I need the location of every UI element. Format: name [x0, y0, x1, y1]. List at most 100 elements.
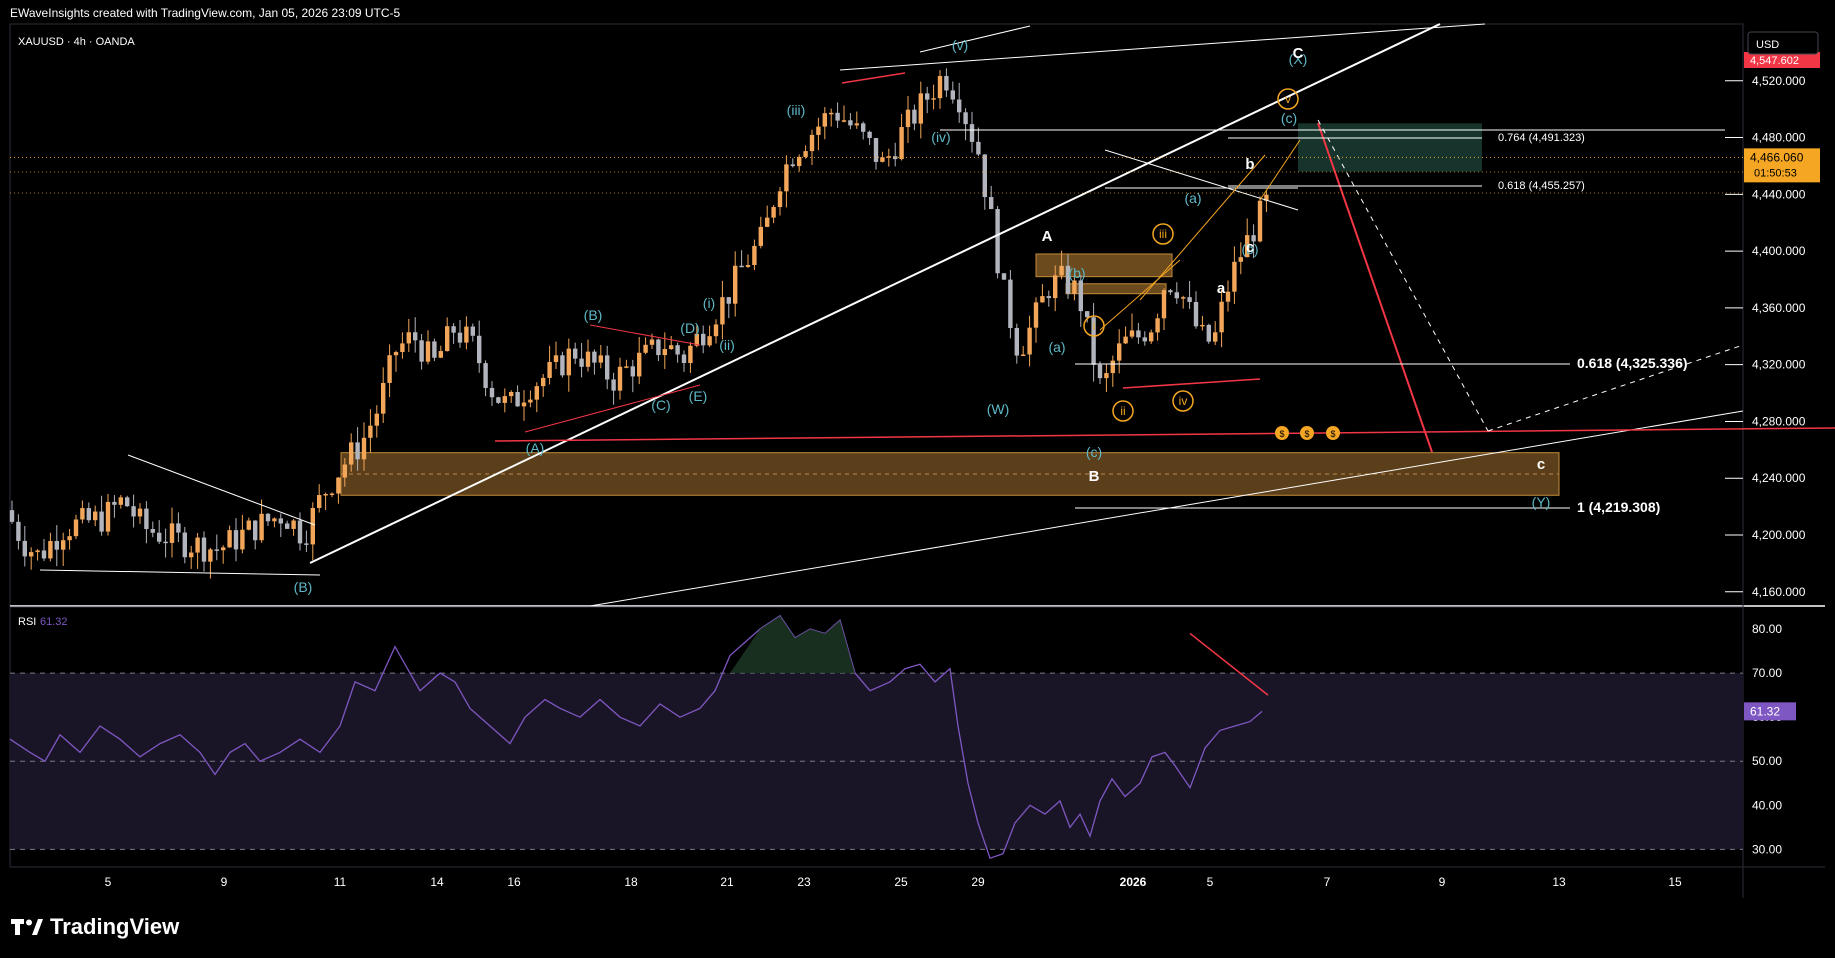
candle-body[interactable] — [457, 332, 463, 343]
candle-body[interactable] — [771, 207, 776, 218]
candle-body[interactable] — [713, 324, 719, 337]
candle-body[interactable] — [752, 245, 757, 266]
candle-body[interactable] — [1232, 261, 1237, 292]
candle-body[interactable] — [841, 120, 847, 122]
candle-body[interactable] — [214, 549, 219, 551]
candle-body[interactable] — [1257, 200, 1263, 242]
candle-body[interactable] — [720, 297, 725, 325]
candle-body[interactable] — [233, 530, 239, 550]
candle-body[interactable] — [784, 164, 789, 192]
candle-body[interactable] — [29, 552, 34, 557]
candle-body[interactable] — [675, 345, 680, 355]
candle-body[interactable] — [816, 126, 821, 135]
candle-body[interactable] — [1078, 280, 1083, 312]
top-red-line[interactable] — [841, 72, 906, 84]
candle-body[interactable] — [355, 442, 360, 460]
candle-body[interactable] — [336, 477, 341, 494]
candle-body[interactable] — [515, 392, 520, 407]
candle-body[interactable] — [745, 265, 751, 267]
candle-body[interactable] — [803, 151, 808, 157]
candle-body[interactable] — [48, 541, 53, 559]
upper-channel-line-2[interactable] — [919, 25, 1031, 53]
candle-body[interactable] — [1033, 302, 1039, 328]
candle-body[interactable] — [67, 536, 72, 541]
candle-body[interactable] — [221, 547, 226, 551]
candle-body[interactable] — [496, 397, 501, 403]
candle-body[interactable] — [387, 355, 392, 383]
candle-body[interactable] — [1059, 265, 1064, 276]
fib-anchor-line[interactable] — [1104, 149, 1299, 211]
upper-channel-line[interactable] — [839, 23, 1486, 71]
candle-body[interactable] — [1219, 301, 1224, 333]
candle-body[interactable] — [957, 99, 962, 113]
candle-body[interactable] — [637, 352, 642, 377]
candle-body[interactable] — [451, 326, 456, 333]
candle-body[interactable] — [701, 333, 706, 346]
currency-button[interactable] — [1747, 31, 1819, 55]
candle-body[interactable] — [112, 501, 117, 505]
candle-body[interactable] — [310, 507, 315, 545]
candle-body[interactable] — [1161, 290, 1167, 319]
tradingview-brand[interactable]: TradingView — [10, 914, 179, 940]
candle-body[interactable] — [950, 90, 955, 100]
candle-body[interactable] — [1053, 275, 1058, 299]
candle-body[interactable] — [285, 523, 290, 529]
candle-body[interactable] — [867, 131, 872, 139]
candle-body[interactable] — [438, 351, 443, 358]
candle-body[interactable] — [611, 379, 616, 391]
candle-body[interactable] — [1206, 324, 1211, 342]
candle-body[interactable] — [400, 343, 405, 353]
candle-body[interactable] — [566, 348, 571, 376]
candle-body[interactable] — [733, 265, 738, 304]
candle-body[interactable] — [925, 93, 930, 100]
rsi-series-line[interactable] — [9, 614, 1263, 860]
candle-body[interactable] — [419, 340, 424, 362]
supply-zone-1[interactable] — [1035, 253, 1173, 278]
candle-body[interactable] — [1238, 257, 1243, 262]
candle-body[interactable] — [349, 442, 354, 465]
candle-body[interactable] — [630, 366, 635, 377]
candle-body[interactable] — [854, 123, 859, 126]
candle-body[interactable] — [1225, 291, 1231, 302]
candle-body[interactable] — [649, 339, 655, 345]
candle-body[interactable] — [22, 540, 27, 557]
candle-body[interactable] — [176, 523, 181, 533]
candle-body[interactable] — [912, 109, 917, 124]
candle-body[interactable] — [144, 508, 149, 530]
candle-body[interactable] — [1065, 265, 1071, 294]
candle-body[interactable] — [1155, 318, 1160, 333]
candle-body[interactable] — [656, 339, 661, 356]
candle-body[interactable] — [432, 341, 437, 358]
candle-body[interactable] — [861, 123, 866, 132]
candle-body[interactable] — [342, 464, 347, 478]
candle-body[interactable] — [189, 552, 194, 558]
candle-body[interactable] — [201, 537, 207, 562]
candle-body[interactable] — [105, 501, 111, 532]
candle-body[interactable] — [470, 326, 475, 336]
candle-body[interactable] — [483, 363, 488, 388]
wave-channel-orange-2[interactable] — [1139, 154, 1266, 301]
candle-body[interactable] — [643, 344, 648, 353]
candle-body[interactable] — [1168, 290, 1173, 293]
support-line-red[interactable] — [494, 427, 1835, 442]
candle-body[interactable] — [1142, 337, 1147, 342]
candle-body[interactable] — [758, 226, 763, 246]
candle-body[interactable] — [905, 109, 911, 128]
candle-body[interactable] — [669, 345, 674, 350]
candle-body[interactable] — [694, 333, 699, 346]
candle-body[interactable] — [16, 521, 21, 541]
candle-body[interactable] — [163, 541, 168, 544]
candle-body[interactable] — [253, 520, 258, 541]
projection-red-line[interactable] — [1317, 122, 1433, 453]
candle-body[interactable] — [374, 413, 379, 426]
wave-channel-orange[interactable] — [1099, 259, 1181, 331]
candle-body[interactable] — [1123, 336, 1128, 344]
candle-body[interactable] — [931, 98, 936, 100]
candle-body[interactable] — [9, 510, 15, 522]
candle-body[interactable] — [624, 366, 629, 368]
candle-body[interactable] — [1245, 235, 1250, 258]
candle-body[interactable] — [809, 134, 815, 152]
candle-body[interactable] — [528, 399, 533, 403]
candle-body[interactable] — [553, 355, 559, 362]
candle-body[interactable] — [681, 354, 687, 363]
